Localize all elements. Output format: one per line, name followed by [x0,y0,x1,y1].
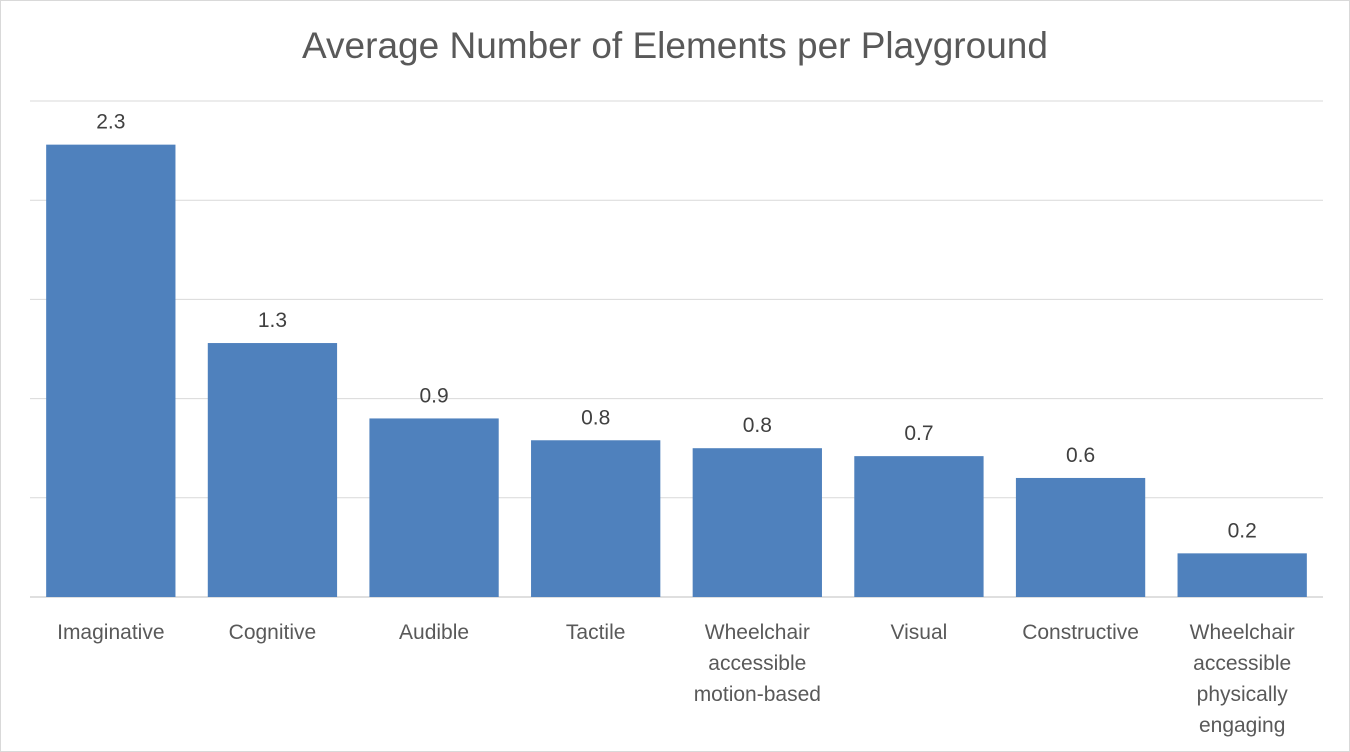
chart-title: Average Number of Elements per Playgroun… [302,25,1048,66]
category-label: Audible [399,621,469,644]
data-label: 0.8 [581,406,610,429]
bar-1 [46,144,176,597]
data-label: 1.3 [258,309,287,332]
bar-8 [1177,553,1307,597]
bar-6 [854,456,984,597]
bar-2 [207,343,338,597]
data-label: 0.2 [1228,519,1257,542]
category-label: Cognitive [229,621,317,644]
data-label: 0.6 [1066,444,1095,467]
category-label: Tactile [566,621,626,644]
bar-3 [369,418,499,597]
bar-7 [1015,477,1146,597]
category-label: Wheelchair accessible motion-based [694,621,821,706]
data-labels: 2.3 1.3 0.9 0.8 0.8 0.7 0.6 0.2 [96,111,1257,543]
data-label: 0.7 [904,422,933,445]
data-label: 0.8 [743,414,772,437]
bar-4 [531,440,661,597]
data-label: 2.3 [96,111,125,134]
category-label: Wheelchair accessible physically engaging [1190,621,1295,737]
category-label: Constructive [1022,621,1139,644]
data-label: 0.9 [419,384,448,407]
bars [46,144,1307,597]
category-label: Imaginative [57,621,164,644]
bar-5 [692,448,822,597]
category-labels: Imaginative Cognitive Audible Tactile Wheelc… [57,621,1295,737]
category-label: Visual [891,621,948,644]
